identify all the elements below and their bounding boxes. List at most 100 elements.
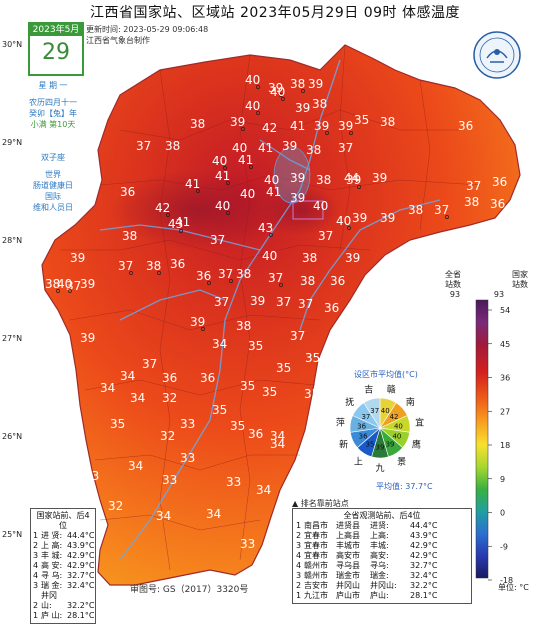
station-value-text: 39 <box>346 173 361 187</box>
station-value-text: 39 <box>290 171 305 185</box>
station-value-text: 36 <box>200 371 215 385</box>
station-value: 37 <box>268 271 283 287</box>
regional-rank-panel: 全省观测站前、后4位 1 南昌市 进贤县 进贤: 44.4°C 2 宜春市 上高县 上高: 43.… <box>292 508 472 604</box>
max-station-highlight <box>292 200 324 220</box>
rank-cell: 2 <box>33 601 39 610</box>
rank-cell: 井冈山 <box>336 581 360 590</box>
rank-cell: 1 <box>296 591 302 600</box>
station-value-text: 35 <box>240 379 255 393</box>
regional-rank-row: 1 九江市 庐山市 庐山: 28.1°C <box>296 591 468 601</box>
station-value-text: 39 <box>345 251 360 265</box>
station-value: 36 <box>330 274 345 288</box>
calendar-solar-term: 小满 第10天 <box>30 120 76 129</box>
rank-cell: 4 <box>296 551 302 560</box>
station-value: 38 <box>122 229 137 243</box>
scale-unit: 单位: °C <box>498 583 529 592</box>
scale-tick-label: 0 <box>500 509 505 518</box>
station-value-text: 40 <box>212 154 227 168</box>
rank-cell: 高安: <box>370 551 389 560</box>
station-value-text: 41 <box>266 185 281 199</box>
regional-rank-row: 3 赣州市 瑞金市 瑞金: 32.4°C <box>296 571 468 581</box>
station-value: 36 <box>196 269 211 285</box>
station-value: 33 <box>180 451 195 465</box>
station-value-text: 39 <box>250 294 265 308</box>
station-value: 39 <box>290 171 305 185</box>
station-value-text: 36 <box>162 371 177 385</box>
station-dot-icon <box>281 97 285 101</box>
station-value-text: 42 <box>155 201 170 215</box>
station-dot-icon <box>157 271 161 275</box>
station-value-text: 40 <box>270 85 285 99</box>
station-value: 35 <box>110 417 125 431</box>
rank-cell: 43.9°C <box>67 541 95 550</box>
station-value-text: 38 <box>300 274 315 288</box>
station-value-text: 36 <box>330 274 345 288</box>
station-value: 41 <box>238 153 253 169</box>
station-value-text: 33 <box>180 417 195 431</box>
station-value: 41 <box>215 169 230 185</box>
heat-core <box>110 170 290 250</box>
region-avg-title: 设区市平均值(°C) <box>354 370 418 379</box>
station-value: 35 <box>304 387 319 401</box>
station-dot-icon <box>196 189 200 193</box>
station-value: 39 <box>380 211 395 225</box>
station-dot-icon <box>279 283 283 287</box>
station-dot-icon <box>279 93 283 97</box>
station-value-text: 39 <box>295 101 310 115</box>
map-title: 江西省国家站、区域站 2023年05月29日 09时 体感温度 <box>90 5 460 21</box>
station-value-text: 33 <box>240 537 255 551</box>
station-value-text: 40 <box>240 187 255 201</box>
regional-rank-row: 2 吉安市 井冈山 井冈山: 32.2°C <box>296 581 468 591</box>
station-value: 39 <box>230 115 245 131</box>
station-value-text: 37 <box>214 295 229 309</box>
station-value: 35 <box>276 361 291 375</box>
lat-label-28: 28°N <box>2 236 23 245</box>
station-value: 39 <box>282 139 297 153</box>
station-value-text: 38 <box>236 267 251 281</box>
pie-slice-name: 吉 <box>364 385 373 396</box>
rank-cell: 28.1°C <box>67 611 95 620</box>
rank-cell: 瑞金市 <box>336 571 360 580</box>
rank-cell: 吉安市 <box>304 581 328 590</box>
station-value: 36 <box>490 197 505 211</box>
scale-tick-label: -9 <box>500 542 508 551</box>
station-value-text: 39 <box>230 115 245 129</box>
station-value: 38 <box>146 259 161 275</box>
station-value-text: 34 <box>156 509 171 523</box>
rank-cell: 32.4°C <box>410 571 438 580</box>
regional-rank-row: 4 赣州市 寻乌县 寻乌: 32.7°C <box>296 561 468 571</box>
station-value-text: 33 <box>226 475 241 489</box>
station-value: 34 <box>100 381 115 395</box>
region-avg-value: 平均值: 37.7°C <box>376 482 433 491</box>
station-value-text: 34 <box>130 391 145 405</box>
station-value-text: 39 <box>190 315 205 329</box>
station-value: 40 <box>313 199 328 213</box>
station-value-text: 37 <box>210 233 225 247</box>
color-scale-bar <box>475 299 489 579</box>
station-value-text: 34 <box>120 369 135 383</box>
station-value-text: 36 <box>492 175 507 189</box>
station-value: 39 <box>268 81 283 97</box>
calendar-info: 星 期 一 农历四月十一 癸卯【兔】年 小满 第10天 双子座 世界 肠道健康日… <box>22 80 84 213</box>
station-value-text: 37 <box>318 229 333 243</box>
county-borders <box>60 44 481 571</box>
station-value: 38 <box>380 115 395 129</box>
station-value-text: 37 <box>142 357 157 371</box>
station-value-text: 37 <box>276 295 291 309</box>
pie-slice: 37 吉 <box>363 385 381 430</box>
rank-cell: 井冈山: <box>41 591 57 610</box>
station-value: 36 <box>162 371 177 385</box>
national-rank-row: 2井冈山: 32.2°C <box>33 591 94 611</box>
station-value: 41 <box>175 215 190 229</box>
rank-cell: 3 <box>33 551 39 560</box>
station-value: 40 <box>336 214 351 230</box>
station-value: 36 <box>200 371 215 385</box>
station-dot-icon <box>325 131 329 135</box>
station-value-text: 41 <box>215 169 230 183</box>
station-value: 36 <box>492 175 507 189</box>
station-value: 33 <box>226 475 241 489</box>
